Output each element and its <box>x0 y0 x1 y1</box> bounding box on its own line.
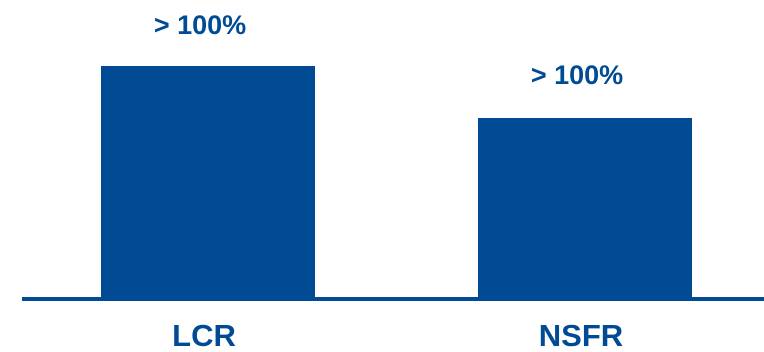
bars-group <box>101 66 692 299</box>
data-label-lcr: > 100% <box>154 10 246 40</box>
category-label-lcr: LCR <box>172 318 236 352</box>
data-label-nsfr: > 100% <box>531 60 623 90</box>
data-labels-group: > 100% > 100% <box>154 10 623 90</box>
bar-nsfr <box>478 118 692 299</box>
category-labels-group: LCR NSFR <box>172 318 623 352</box>
category-label-nsfr: NSFR <box>539 318 623 352</box>
bar-lcr <box>101 66 315 299</box>
